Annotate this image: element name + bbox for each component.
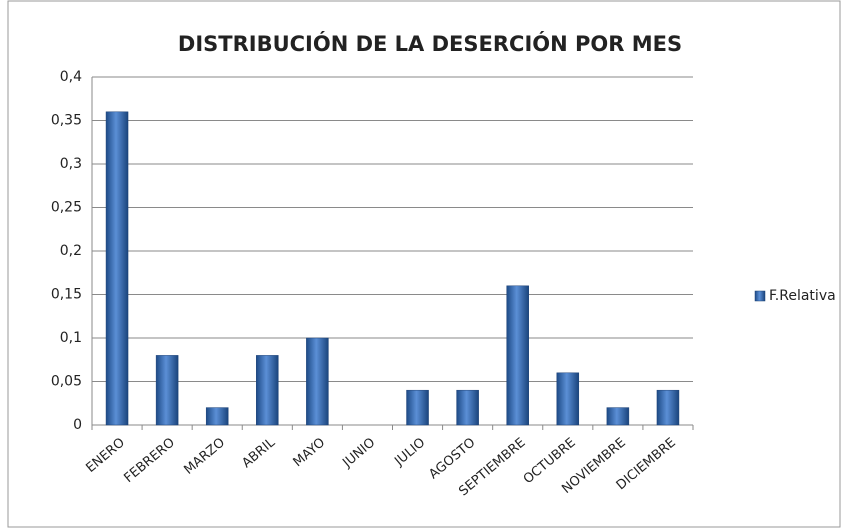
legend-label: F.Relativa: [769, 288, 836, 304]
bar: [105, 111, 129, 426]
y-tick-label: 0,3: [60, 156, 82, 172]
bar: [256, 355, 279, 426]
bar: [155, 355, 179, 426]
y-tick-label: 0,15: [51, 287, 82, 303]
bar: [606, 407, 630, 426]
bar: [656, 389, 680, 426]
y-tick-label: 0,4: [60, 69, 82, 85]
y-tick-label: 0,25: [51, 200, 82, 216]
bar: [456, 389, 479, 426]
bar: [506, 285, 529, 426]
y-tick-label: 0,05: [51, 374, 82, 390]
y-tick-label: 0,35: [51, 113, 82, 129]
y-tick-label: 0,2: [60, 243, 82, 259]
chart-title: DISTRIBUCIÓN DE LA DESERCIÓN POR MES: [178, 31, 682, 56]
y-tick-label: 0,1: [60, 330, 82, 346]
chart-frame: [7, 0, 841, 528]
legend-swatch: [754, 290, 766, 302]
bar: [556, 372, 580, 426]
bar: [205, 407, 229, 426]
bar: [406, 389, 429, 426]
bar: [306, 337, 329, 426]
y-tick-label: 0: [73, 417, 82, 433]
